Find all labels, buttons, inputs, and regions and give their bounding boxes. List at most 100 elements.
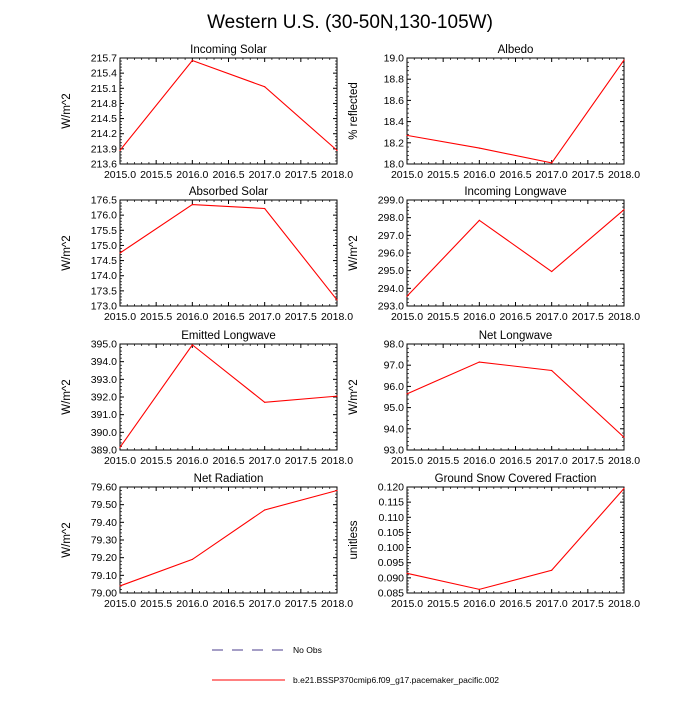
y-tick-label: 18.8 (384, 74, 405, 86)
y-tick-label: 299.0 (378, 195, 404, 207)
data-point (336, 299, 338, 301)
data-point (264, 509, 266, 511)
x-tick-label: 2018.0 (608, 455, 640, 467)
x-tick-label: 2018.0 (321, 598, 353, 610)
y-tick-label: 79.10 (91, 570, 117, 582)
panel-title: Albedo (498, 44, 534, 56)
series-line (119, 203, 338, 301)
figure-title: Western U.S. (30-50N,130-105W) (207, 12, 493, 33)
series-line (119, 489, 338, 587)
y-tick-label: 0.095 (378, 557, 404, 569)
data-point (623, 436, 625, 438)
data-point (478, 147, 480, 149)
y-tick-label: 19.0 (384, 53, 405, 65)
panel-net-radiation: Net Radiation W/m^2 79.00 79.10 79.20 79.30 79… (61, 473, 353, 610)
x-tick-label: 2016.5 (212, 311, 244, 323)
y-axis-label: W/m^2 (348, 235, 360, 270)
y-tick-label: 215.7 (91, 53, 117, 65)
x-tick-label: 2015.0 (391, 455, 423, 467)
y-tick-label: 389.0 (91, 445, 117, 457)
x-tick-label: 2016.0 (176, 311, 208, 323)
x-tick-label: 2017.0 (249, 598, 281, 610)
x-tick-label: 2016.5 (499, 169, 531, 181)
y-axis-label: W/m^2 (348, 379, 360, 414)
series-line (406, 361, 625, 438)
x-tick-label: 2015.0 (104, 169, 136, 181)
x-tick-label: 2016.0 (176, 169, 208, 181)
y-tick-label: 175.0 (91, 240, 117, 252)
y-tick-label: 296.0 (378, 248, 404, 260)
x-tick-label: 2016.0 (176, 455, 208, 467)
y-axis-label: W/m^2 (61, 235, 73, 270)
series-line (406, 488, 625, 590)
data-point (478, 219, 480, 221)
y-axis-label: unitless (348, 520, 360, 559)
y-tick-label: 97.0 (384, 360, 405, 372)
y-tick-label: 294.0 (378, 283, 404, 295)
x-tick-label: 2016.0 (463, 169, 495, 181)
x-tick-label: 2017.5 (572, 311, 604, 323)
legend: No Obs b.e21.BSSP370cmip6.f09_g17.pacema… (212, 645, 499, 685)
panel-title: Net Radiation (194, 473, 264, 485)
x-tick-label: 2015.5 (140, 598, 172, 610)
data-point (336, 489, 338, 492)
panel-title: Net Longwave (479, 330, 553, 342)
x-tick-label: 2017.0 (249, 455, 281, 467)
x-tick-label: 2017.0 (249, 169, 281, 181)
x-tick-label: 2016.5 (499, 455, 531, 467)
x-tick-label: 2018.0 (608, 311, 640, 323)
data-point (119, 585, 121, 587)
x-tick-label: 2015.0 (104, 455, 136, 467)
panel-emitted-longwave: Emitted Longwave W/m^2 389.0 390.0 391.0 392.… (61, 330, 353, 467)
data-point (551, 369, 553, 372)
data-point (119, 149, 121, 151)
x-tick-label: 2017.0 (536, 169, 568, 181)
panel-absorbed-solar: Absorbed Solar W/m^2 173.0 173.5 174.0 174.5 1… (61, 186, 353, 323)
data-point (119, 446, 121, 448)
y-axis-label: % reflected (348, 82, 360, 140)
data-point (191, 203, 193, 206)
y-tick-label: 176.0 (91, 210, 117, 222)
panel-title: Absorbed Solar (189, 186, 268, 198)
panel-net-longwave: Net Longwave W/m^2 93.0 94.0 95.0 96.0 97.0 98.… (348, 330, 640, 467)
y-tick-label: 79.00 (91, 588, 117, 600)
y-tick-label: 215.1 (91, 83, 117, 95)
legend-model-label: b.e21.BSSP370cmip6.f09_g17.pacemaker_pac… (293, 675, 499, 685)
x-tick-label: 2015.0 (391, 169, 423, 181)
y-axis-label: W/m^2 (61, 522, 73, 557)
plot-frame (119, 486, 338, 594)
x-tick-label: 2016.5 (212, 169, 244, 181)
y-tick-label: 94.0 (384, 423, 405, 435)
x-tick-label: 2017.0 (249, 311, 281, 323)
y-tick-label: 96.0 (384, 381, 405, 393)
x-tick-label: 2015.0 (391, 598, 423, 610)
x-tick-label: 2015.5 (140, 455, 172, 467)
y-tick-label: 0.120 (378, 482, 404, 494)
y-tick-label: 79.40 (91, 517, 117, 529)
y-tick-label: 394.0 (91, 356, 117, 368)
x-tick-label: 2015.5 (427, 169, 459, 181)
y-tick-label: 214.2 (91, 128, 117, 140)
data-point (406, 134, 408, 136)
data-point (623, 487, 625, 490)
data-point (406, 295, 408, 297)
y-tick-label: 0.105 (378, 527, 404, 539)
data-point (191, 59, 193, 62)
y-tick-label: 18.2 (384, 137, 405, 149)
x-tick-label: 2017.0 (536, 311, 568, 323)
x-tick-label: 2018.0 (321, 455, 353, 467)
y-tick-label: 173.0 (91, 301, 117, 313)
x-tick-label: 2018.0 (608, 169, 640, 181)
x-tick-label: 2017.5 (572, 455, 604, 467)
series-line (119, 59, 338, 151)
panel-incoming-longwave: Incoming Longwave W/m^2 293.0 294.0 295.0 296… (348, 186, 640, 323)
y-tick-label: 391.0 (91, 409, 117, 421)
series-line (119, 344, 338, 448)
x-tick-label: 2015.0 (104, 311, 136, 323)
panels-grid: Incoming Solar W/m^2 213.6 213.9 214.2 214.5 2… (61, 44, 640, 610)
data-point (623, 59, 625, 61)
x-tick-label: 2016.0 (176, 598, 208, 610)
panel-title: Incoming Solar (190, 44, 267, 56)
x-tick-label: 2017.5 (285, 455, 317, 467)
